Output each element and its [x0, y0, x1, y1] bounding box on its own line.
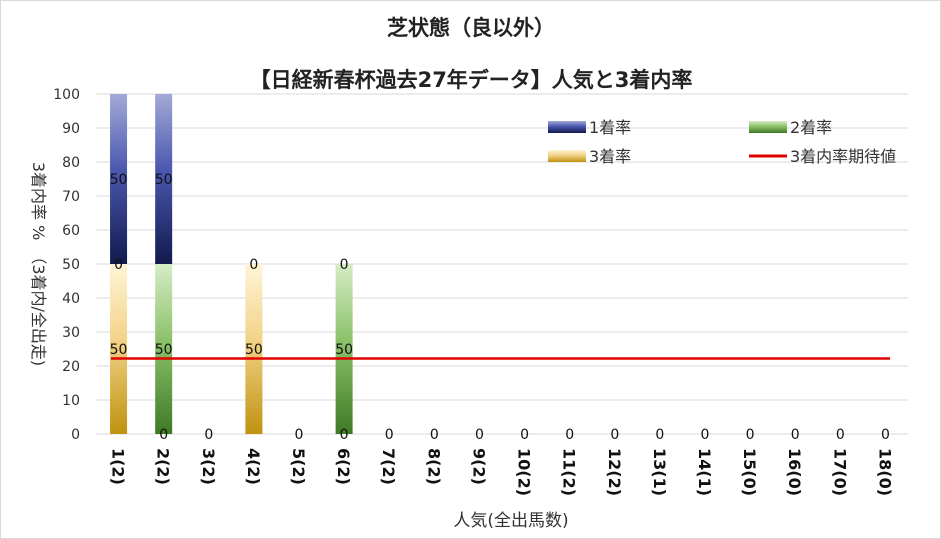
legend-label-0: 1着率	[589, 118, 631, 137]
legend-swatch-0	[548, 121, 586, 133]
x-axis-title: 人気(全出馬数)	[453, 511, 568, 531]
x-tick-label-3-2: 3(2)	[199, 448, 218, 485]
y-tick-label-90: 90	[62, 121, 80, 137]
x-tick-label-11-2: 11(2)	[560, 448, 579, 496]
x-tick-label-18-0: 18(0)	[875, 448, 894, 496]
y-tick-label-50: 50	[62, 257, 80, 273]
legend-swatch-2	[548, 150, 586, 162]
data-label-1-2-2: 50	[110, 172, 128, 188]
legend-label-3: 3着内率期待値	[790, 147, 896, 166]
y-tick-label-60: 60	[62, 223, 80, 239]
y-axis-title: 3着内率 % （3着内/全出走)	[29, 162, 48, 366]
bars	[110, 94, 353, 434]
x-axis-ticks: 1(2) 2(2) 3(2) 4(2) 5(2) 6(2) 7(2) 8(2) 9(2) 10(2…	[109, 448, 895, 496]
bar-4-2-third	[245, 264, 263, 434]
x-tick-label-9-2: 9(2)	[469, 448, 488, 485]
data-label-10-2-16: 0	[520, 427, 529, 443]
bar-6-2-second	[335, 264, 353, 434]
data-label-6-2-12: 0	[340, 257, 349, 273]
data-label-7-2-13: 0	[385, 427, 394, 443]
data-label-5-2-9: 0	[295, 427, 304, 443]
data-label-17-0-23: 0	[836, 427, 845, 443]
x-tick-label-13-1: 13(1)	[650, 448, 669, 496]
y-tick-label-10: 10	[62, 393, 80, 409]
legend: 1着率 2着率 3着率 3着内率期待値	[548, 118, 896, 166]
y-tick-label-20: 20	[62, 359, 80, 375]
x-tick-label-4-2: 4(2)	[244, 448, 263, 485]
data-label-12-2-18: 0	[610, 427, 619, 443]
x-tick-label-8-2: 8(2)	[424, 448, 443, 485]
data-label-11-2-17: 0	[565, 427, 574, 443]
data-label-9-2-15: 0	[475, 427, 484, 443]
data-label-6-2-11: 0	[340, 427, 349, 443]
bar-2-2-second	[155, 264, 173, 434]
x-tick-label-10-2: 10(2)	[515, 448, 534, 496]
grid-lines	[96, 93, 908, 435]
bar-1-2-win	[110, 94, 128, 264]
data-label-18-0-24: 0	[881, 427, 890, 443]
data-label-4-2-7: 50	[245, 342, 263, 358]
data-label-1-2-0: 50	[110, 342, 128, 358]
data-label-4-2-8: 0	[249, 257, 258, 273]
y-tick-label-70: 70	[62, 189, 80, 205]
y-tick-label-80: 80	[62, 155, 80, 171]
data-labels: 50 0 50 0 50 50 0 50 0 0 50 0 0 0 0 0 0 0 0 0 0 0 0 0 0	[110, 172, 890, 443]
chart-subtitle: 【日経新春杯過去27年データ】人気と3着内率	[250, 68, 693, 92]
data-label-6-2-10: 50	[335, 342, 353, 358]
legend-swatch-1	[749, 121, 787, 133]
bar-2-2-win	[155, 94, 173, 264]
data-label-2-2-5: 50	[155, 172, 173, 188]
data-label-14-1-20: 0	[701, 427, 710, 443]
x-tick-label-14-1: 14(1)	[695, 448, 714, 496]
data-label-2-2-3: 0	[159, 427, 168, 443]
x-tick-label-1-2: 1(2)	[109, 448, 128, 485]
bar-1-2-third	[110, 264, 128, 434]
y-tick-label-0: 0	[71, 427, 80, 443]
data-label-13-1-19: 0	[655, 427, 664, 443]
x-tick-label-17-0: 17(0)	[830, 448, 849, 496]
x-tick-label-15-0: 15(0)	[740, 448, 759, 496]
y-tick-label-30: 30	[62, 325, 80, 341]
data-label-2-2-4: 50	[155, 342, 173, 358]
data-label-15-0-21: 0	[746, 427, 755, 443]
x-tick-label-16-0: 16(0)	[785, 448, 804, 496]
data-label-3-2-6: 0	[204, 427, 213, 443]
legend-label-1: 2着率	[790, 118, 832, 137]
y-tick-label-40: 40	[62, 291, 80, 307]
x-tick-label-5-2: 5(2)	[289, 448, 308, 485]
data-label-8-2-14: 0	[430, 427, 439, 443]
chart-title: 芝状態（良以外）	[387, 16, 555, 40]
x-tick-label-6-2: 6(2)	[334, 448, 353, 485]
data-label-16-0-22: 0	[791, 427, 800, 443]
x-tick-label-2-2: 2(2)	[154, 448, 173, 485]
data-label-1-2-1: 0	[114, 257, 123, 273]
y-axis-ticks: 0 10 20 30 40 50 60 70 80 90 100	[53, 87, 80, 443]
y-tick-label-100: 100	[53, 87, 80, 103]
x-tick-label-12-2: 12(2)	[605, 448, 624, 496]
x-tick-label-7-2: 7(2)	[379, 448, 398, 485]
legend-label-2: 3着率	[589, 147, 631, 166]
